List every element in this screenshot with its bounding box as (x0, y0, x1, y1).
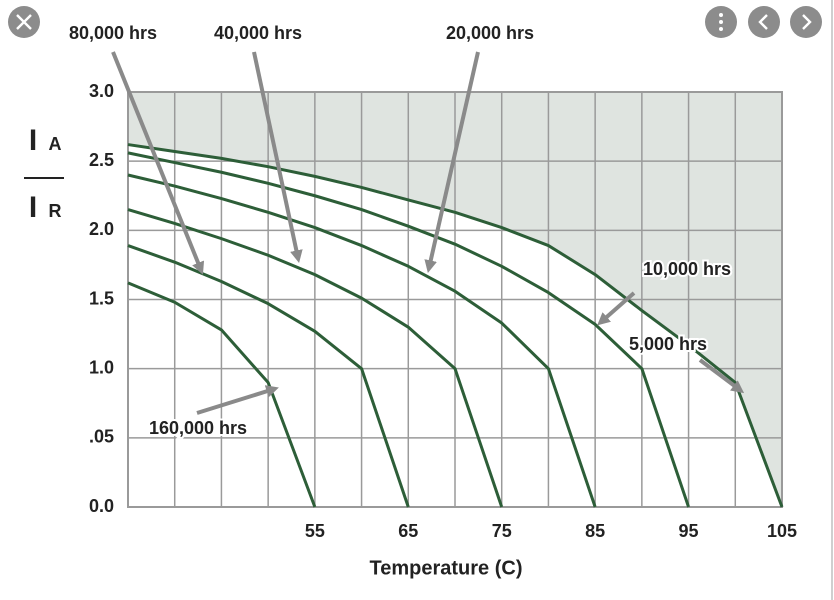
pointer-arrow (698, 358, 745, 394)
pointer-arrow (252, 51, 303, 264)
x-tick-label: 75 (492, 521, 512, 541)
y-tick-label: 2.5 (89, 150, 114, 170)
series-label: 160,000 hrs (149, 418, 247, 438)
pointer-arrow (424, 51, 480, 273)
series-label: 10,000 hrs (643, 259, 731, 279)
y-label-subscript: R (49, 201, 62, 221)
x-tick-label: 65 (398, 521, 418, 541)
y-label-letter: I (29, 124, 37, 157)
series-label: 5,000 hrs (629, 334, 707, 354)
y-label-subscript: A (49, 134, 62, 154)
series-label: 40,000 hrs (214, 23, 302, 43)
x-tick-label: 95 (679, 521, 699, 541)
curve (127, 281, 317, 508)
y-tick-label: .05 (89, 427, 114, 447)
y-tick-label: 0.0 (89, 496, 114, 516)
pointer-arrow (196, 385, 279, 415)
shaded-region (128, 92, 782, 507)
curve (127, 244, 410, 508)
y-tick-label: 1.0 (89, 357, 114, 377)
prev-button[interactable] (748, 6, 780, 38)
y-tick-label: 2.0 (89, 219, 114, 239)
pointer-arrow (111, 51, 205, 275)
series-label: 80,000 hrs (69, 23, 157, 43)
y-tick-label: 1.5 (89, 288, 114, 308)
series-label: 20,000 hrs (446, 23, 534, 43)
curve (127, 151, 690, 508)
more-button[interactable] (705, 6, 737, 38)
x-tick-label: 85 (585, 521, 605, 541)
x-tick-label: 105 (767, 521, 797, 541)
plot-frame (127, 91, 783, 508)
curve (127, 143, 784, 508)
next-button[interactable] (790, 6, 822, 38)
y-tick-label: 3.0 (89, 81, 114, 101)
pointer-arrow (597, 291, 636, 326)
x-tick-label: 55 (305, 521, 325, 541)
y-label-letter: I (29, 191, 37, 224)
x-axis-label: Temperature (C) (370, 557, 523, 579)
curve (127, 208, 504, 508)
curve (127, 173, 597, 508)
close-button[interactable] (8, 6, 40, 38)
